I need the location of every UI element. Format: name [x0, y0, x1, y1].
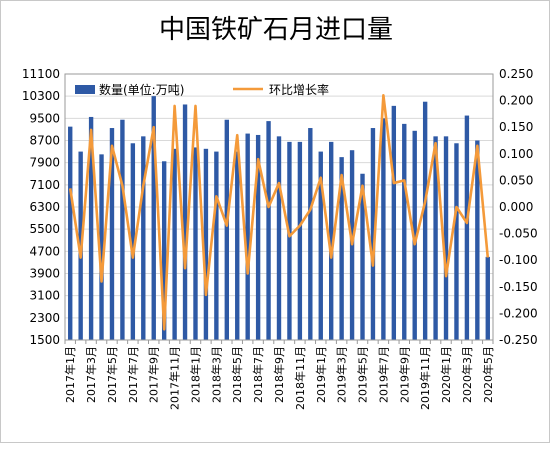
- y-left-tick-label: 11100: [22, 67, 60, 81]
- x-tick-label: 2018年9月: [272, 346, 286, 403]
- x-tick-label: 2020年1月: [439, 346, 453, 403]
- x-tick-label: 2017年7月: [126, 346, 140, 403]
- x-tick-label: 2018年7月: [251, 346, 265, 403]
- bar: [391, 105, 397, 340]
- y-left-tick-label: 9500: [29, 111, 60, 125]
- bar: [454, 143, 459, 340]
- y-left-tick-label: 7900: [29, 156, 60, 170]
- y-left-tick-label: 3100: [29, 289, 60, 303]
- x-tick-label: 2019年1月: [314, 346, 328, 403]
- bar: [214, 151, 219, 340]
- bar: [297, 141, 303, 340]
- y-left-tick-label: 6300: [29, 200, 60, 214]
- bar: [182, 104, 188, 341]
- x-tick-label: 2019年9月: [397, 346, 411, 403]
- line-series: [68, 93, 490, 331]
- x-tick-label: 2020年3月: [460, 346, 474, 403]
- bar: [485, 256, 490, 340]
- x-tick-label: 2017年3月: [84, 346, 98, 403]
- y-right-tick-label: 0.150: [499, 120, 533, 134]
- chart-title: 中国铁矿石月进口量: [159, 15, 393, 45]
- x-tick-label: 2019年11月: [418, 346, 432, 410]
- bar: [464, 115, 470, 340]
- x-tick-label: 2017年5月: [105, 346, 119, 403]
- bar: [88, 116, 94, 341]
- bar: [433, 136, 438, 340]
- y-right-tick-label: -0.250: [499, 333, 538, 347]
- bar: [172, 148, 177, 340]
- y-right-tick-label: -0.100: [499, 253, 538, 267]
- legend: 数量(单位:万吨) 环比增长率: [75, 82, 329, 97]
- x-tick-label: 2018年11月: [293, 346, 307, 410]
- bar: [255, 134, 261, 340]
- legend-line-label: 环比增长率: [269, 82, 329, 97]
- bar: [422, 101, 428, 340]
- y-left-tick-label: 8700: [29, 134, 60, 148]
- bar: [151, 96, 156, 341]
- bar: [402, 123, 407, 340]
- bar: [109, 128, 115, 340]
- y-left-tick-label: 10300: [22, 89, 60, 103]
- bar: [276, 136, 282, 340]
- bar: [381, 118, 386, 340]
- bar: [443, 136, 449, 340]
- x-tick-label: 2018年1月: [188, 346, 202, 403]
- bar: [266, 121, 271, 341]
- bar: [475, 140, 480, 340]
- y-right-tick-label: 0.000: [499, 200, 533, 214]
- x-tick-label: 2019年5月: [356, 346, 370, 403]
- y-left-tick-label: 4700: [29, 244, 60, 258]
- bar: [318, 151, 323, 340]
- bar-series: [68, 96, 490, 341]
- y-right-tick-label: -0.150: [499, 280, 538, 294]
- x-tick-label: 2017年11月: [168, 346, 182, 410]
- x-tick-label: 2019年3月: [335, 346, 349, 403]
- y-left-tick-label: 3900: [29, 267, 60, 281]
- bar: [224, 119, 229, 340]
- bar: [203, 148, 209, 340]
- legend-bar-swatch: [75, 85, 95, 94]
- x-tick-label: 2018年3月: [209, 346, 223, 403]
- bar: [235, 151, 240, 340]
- bar: [412, 130, 417, 340]
- bar: [308, 128, 313, 340]
- bar: [245, 133, 250, 340]
- y-right-tick-label: 0.100: [499, 147, 533, 161]
- growth-rate-line: [68, 93, 490, 331]
- bar: [161, 161, 167, 340]
- bar: [120, 119, 125, 340]
- y-left-tick-label: 7100: [29, 178, 60, 192]
- y-left-tick-label: 1500: [29, 333, 60, 347]
- y-right-tick-label: 0.050: [499, 173, 533, 187]
- y-right-tick-label: 0.200: [499, 94, 533, 108]
- x-tick-label: 2019年7月: [376, 346, 390, 403]
- plot-frame: [64, 73, 494, 341]
- bar: [130, 143, 136, 340]
- legend-bar-label: 数量(单位:万吨): [99, 82, 184, 97]
- bar: [141, 136, 146, 340]
- x-tick-label: 2017年1月: [63, 346, 77, 403]
- x-tick-label: 2018年5月: [230, 346, 244, 403]
- bar: [99, 154, 104, 340]
- bar: [339, 157, 344, 340]
- bar: [193, 147, 198, 340]
- bar: [360, 173, 365, 340]
- y-right-tick-label: -0.050: [499, 227, 538, 241]
- x-tick-label: 2020年5月: [481, 346, 495, 403]
- y-right-tick-label: -0.200: [499, 306, 538, 320]
- bar: [370, 128, 376, 340]
- bar: [329, 141, 334, 340]
- y-left-tick-label: 5500: [29, 222, 60, 236]
- bar: [68, 126, 73, 340]
- x-tick-label: 2017年9月: [147, 346, 161, 403]
- axes: 1500 2300 3100 3900 4700 5500 6300 7100 7900 8700…: [22, 67, 538, 410]
- y-left-tick-label: 2300: [29, 311, 60, 325]
- y-right-tick-label: 0.250: [499, 67, 533, 81]
- bar: [287, 141, 292, 340]
